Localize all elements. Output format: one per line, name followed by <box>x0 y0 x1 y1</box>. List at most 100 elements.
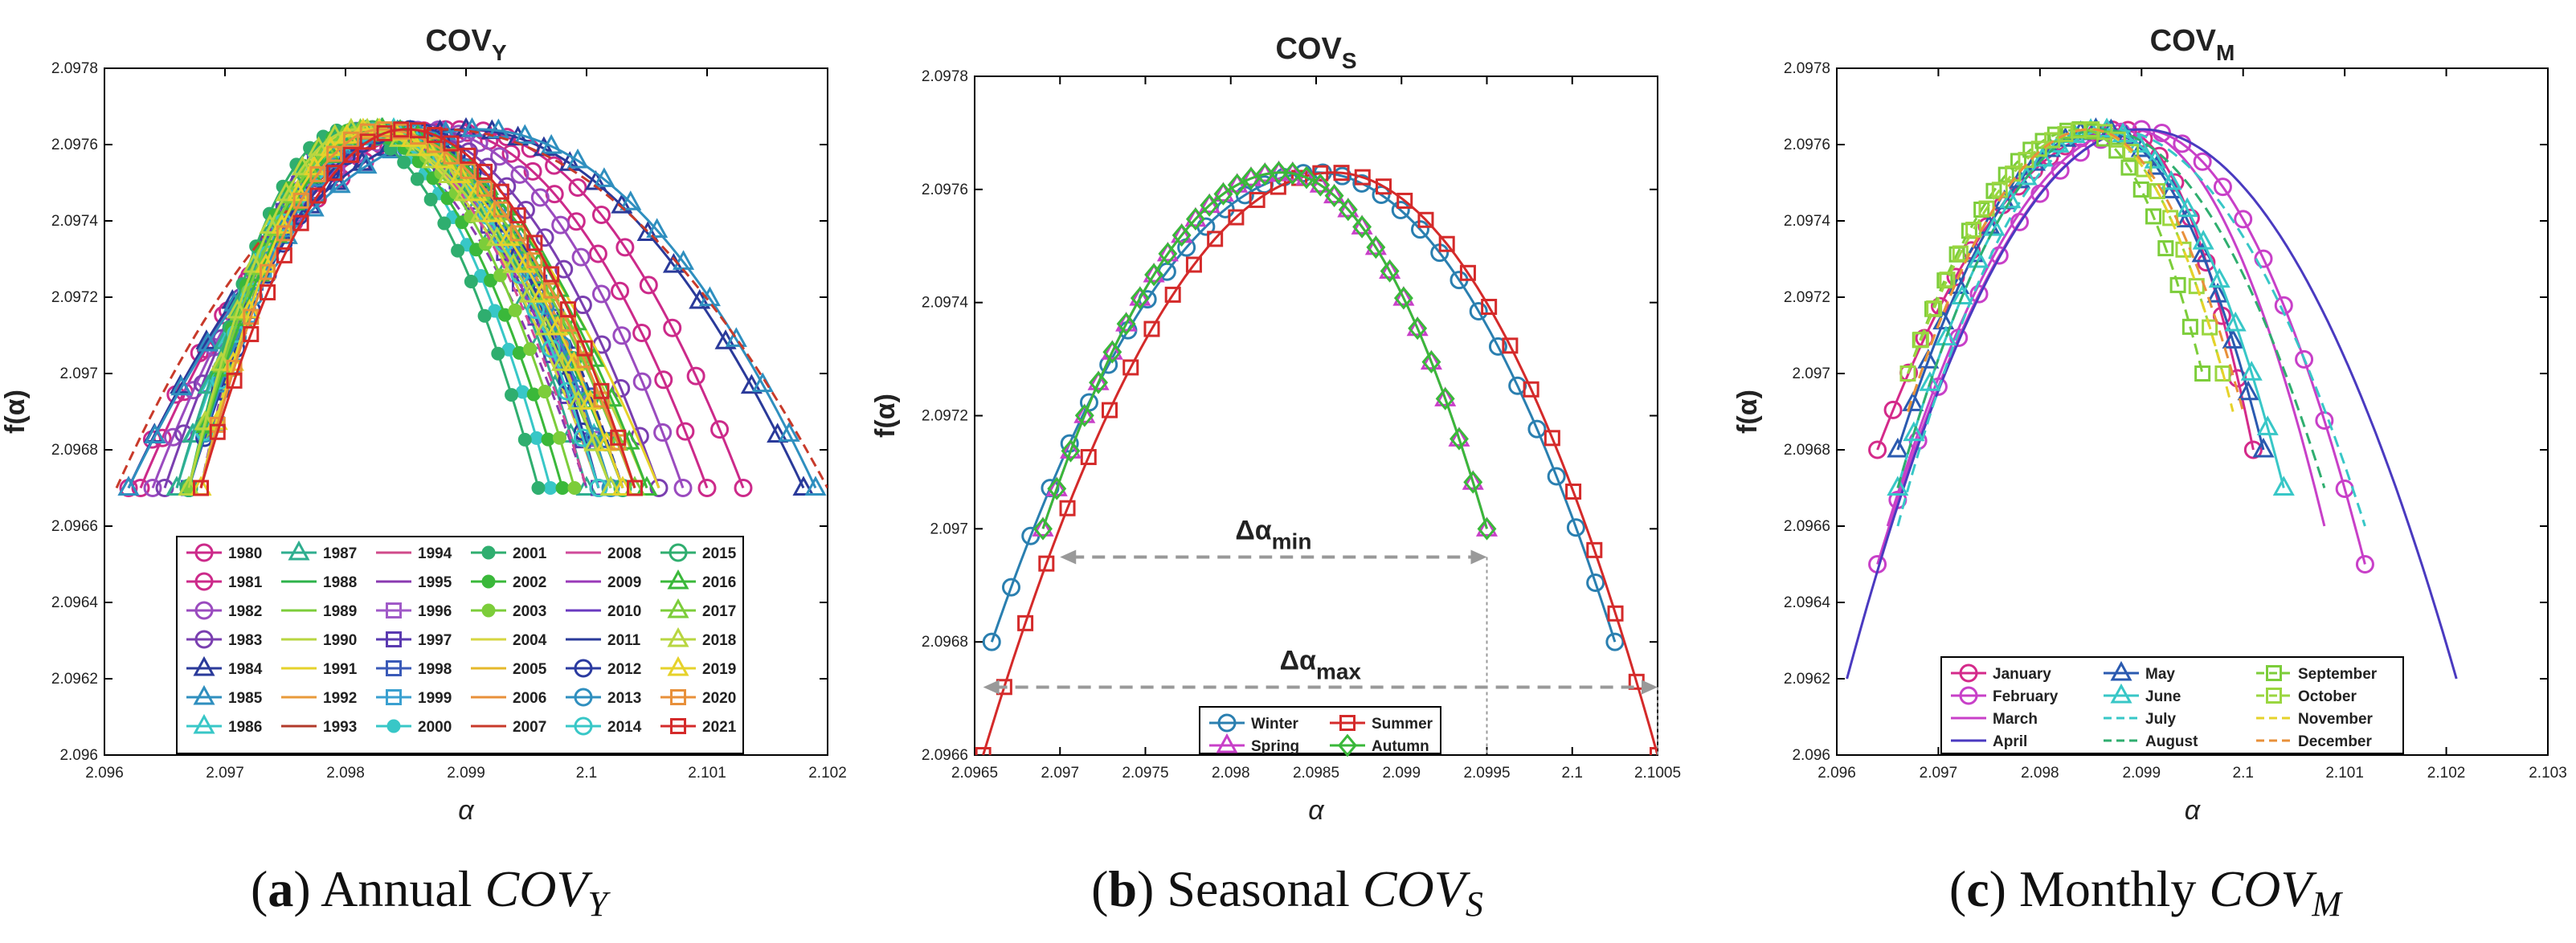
y-tick-label: 2.0976 <box>1784 137 1830 153</box>
series-point-2014 <box>573 428 592 447</box>
x-tick-label: 2.098 <box>1212 765 1250 782</box>
series-point-1981 <box>523 161 542 181</box>
series-point-autumn <box>1227 173 1247 197</box>
series-point-2003 <box>538 385 552 399</box>
y-tick-label: 2.0974 <box>51 213 99 230</box>
caption-annual: (a) Annual COVY <box>251 860 607 924</box>
series-point-2021 <box>276 247 292 263</box>
x-tick-label: 2.097 <box>1920 765 1958 782</box>
legend: January February March April May June July Augu… <box>1940 656 2404 754</box>
series-point-spring <box>1059 439 1082 459</box>
series-point-autumn <box>1171 223 1192 247</box>
series-point-autumn <box>1450 427 1469 451</box>
y-tick-label: 2.0966 <box>1784 518 1830 535</box>
series-point-1981 <box>588 244 607 263</box>
series-point-2018 <box>599 476 622 496</box>
series-point-winter <box>1391 201 1410 220</box>
legend-marker-2016 <box>667 569 689 590</box>
series-point-1982 <box>551 215 570 235</box>
series-point-autumn <box>1074 403 1094 427</box>
y-tick-label: 2.097 <box>1792 365 1830 382</box>
series-point-2001 <box>531 481 546 495</box>
x-tick-label: 2.096 <box>1818 765 1856 782</box>
legend-label-february: February <box>1993 688 2059 705</box>
series-point-spring <box>1351 214 1373 235</box>
series-point-2021 <box>627 480 643 496</box>
series-point-1982 <box>653 423 673 442</box>
panel-seasonal: COVS 2.0965 2.097 2.0975 2.098 2.0985 2.099 2.0… <box>858 0 1716 943</box>
series-point-2021 <box>260 284 276 300</box>
series-point-1985 <box>646 218 669 239</box>
chart-monthly: COVM 2.096 2.097 2.098 2.099 2.1 2.101 2.102 2.1… <box>1732 24 2567 826</box>
series-point-2002 <box>526 387 541 402</box>
legend-label-2021: 2021 <box>702 719 737 736</box>
series-point-2003 <box>523 342 538 357</box>
series-point-2021 <box>359 133 376 150</box>
series-point-june <box>2047 133 2070 153</box>
series-point-october <box>2018 152 2034 169</box>
series-point-winter <box>1605 632 1625 651</box>
series-point-october <box>1939 271 1956 288</box>
legend-label-2004: 2004 <box>513 632 547 649</box>
legend-label-1994: 1994 <box>418 545 452 562</box>
legend-label-june: June <box>2145 688 2181 705</box>
series-point-summer <box>1312 165 1329 182</box>
series-point-spring <box>1434 386 1457 406</box>
chart-title: COVM <box>2150 24 2235 65</box>
series-point-2021 <box>426 127 443 144</box>
legend-label-1989: 1989 <box>323 603 357 620</box>
series-point-summer <box>1185 256 1202 273</box>
series-point-spring <box>1337 197 1360 218</box>
y-tick-label: 2.0968 <box>922 634 968 651</box>
series-point-1982 <box>163 427 182 447</box>
series-point-winter <box>1488 337 1507 356</box>
series-point-2020 <box>526 252 543 269</box>
series-point-2018 <box>243 252 265 273</box>
y-tick-label: 2.0962 <box>1784 671 1830 688</box>
legend-label-may: May <box>2145 666 2175 683</box>
legend-marker-spring <box>1216 733 1238 753</box>
series-point-autumn <box>1116 312 1136 336</box>
y-tick-label: 2.096 <box>1792 747 1830 764</box>
series-line-march <box>1886 128 2326 527</box>
series-point-autumn <box>1421 350 1441 374</box>
x-tick-label: 2.0965 <box>951 765 998 782</box>
series-point-summer <box>1122 359 1139 376</box>
series-point-1985 <box>540 133 562 154</box>
x-tick-label: 2.097 <box>1041 765 1079 782</box>
series-point-october <box>2030 141 2047 157</box>
series-point-summer <box>1417 211 1434 228</box>
series-point-2013 <box>569 379 588 398</box>
legend-label-1999: 1999 <box>418 690 452 707</box>
series-point-february <box>2295 349 2314 369</box>
legend-label-1990: 1990 <box>323 632 357 649</box>
series-point-2018 <box>194 410 216 431</box>
series-point-2019 <box>449 163 472 184</box>
series-point-june <box>2144 149 2166 169</box>
series-point-june <box>2176 197 2198 218</box>
series-point-1980 <box>591 205 611 224</box>
x-tick-label: 2.099 <box>1382 765 1421 782</box>
series-point-1984 <box>767 423 789 443</box>
x-tick-label: 2.0995 <box>1463 765 1510 782</box>
legend-label-1982: 1982 <box>228 603 262 620</box>
y-axis-label: f(α) <box>1732 390 1763 434</box>
series-point-june <box>2192 230 2214 250</box>
caption-monthly: (c) Monthly COVM <box>1948 860 2342 924</box>
x-tick-label: 2.1005 <box>1634 765 1681 782</box>
x-tick-label: 2.0985 <box>1293 765 1339 782</box>
series-point-1985 <box>487 118 509 139</box>
series-point-2020 <box>326 145 343 162</box>
legend-label-2002: 2002 <box>513 574 546 591</box>
annotation-delta-max: Δαmax <box>983 646 1658 755</box>
series-point-may <box>2222 329 2244 349</box>
legend-label-1995: 1995 <box>418 574 452 591</box>
series-point-october <box>2202 319 2218 336</box>
series-point-1985 <box>513 124 536 145</box>
series-point-2018 <box>437 163 460 184</box>
series-point-may <box>1902 391 1924 411</box>
legend-label-2009: 2009 <box>607 574 641 591</box>
x-tick-label: 2.097 <box>206 765 244 782</box>
legend-marker-winter <box>1217 713 1237 733</box>
legend-label-april: April <box>1993 733 2027 750</box>
